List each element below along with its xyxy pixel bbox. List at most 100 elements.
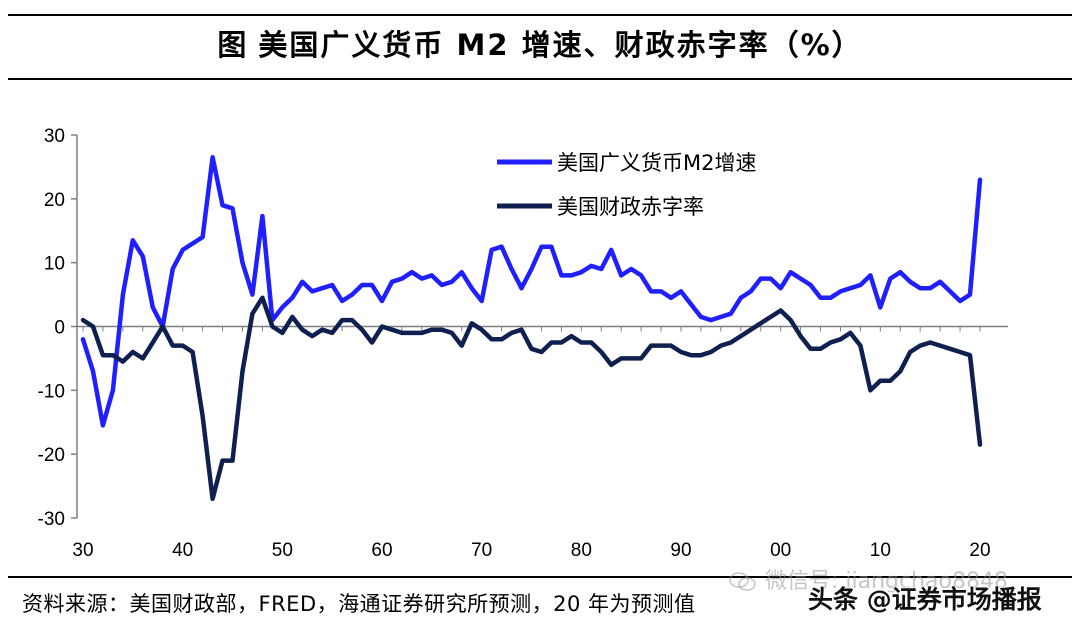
data-point [310,334,314,338]
data-point [181,248,185,252]
chart-axes: 30 20 10 0 -10 -20 -30 30 40 50 60 70 80 90 00 10 20 [38,126,1008,561]
data-point [370,283,374,287]
data-point [769,315,773,319]
data-point [798,334,802,338]
x-tick-label: 30 [72,540,93,561]
data-point [709,318,713,322]
data-point [888,276,892,280]
data-point [220,458,224,462]
data-point [280,331,284,335]
data-point [898,369,902,373]
data-point [639,273,643,277]
data-point [878,305,882,309]
data-point [629,356,633,360]
data-point [958,350,962,354]
data-point [320,286,324,290]
data-point [679,289,683,293]
data-point [828,296,832,300]
series-line-deficit [80,295,983,502]
data-point [619,273,623,277]
data-point [908,350,912,354]
data-point [569,334,573,338]
data-point [470,321,474,325]
data-point [141,356,145,360]
data-point [131,238,135,242]
data-point [848,331,852,335]
data-point [699,353,703,357]
data-point [200,235,204,239]
data-point [679,350,683,354]
data-point [440,328,444,332]
data-point [559,273,563,277]
data-point [121,359,125,363]
data-point [450,331,454,335]
data-point [759,276,763,280]
y-tick-label: 10 [44,254,65,275]
data-point [489,337,493,341]
data-point [719,343,723,347]
data-point [878,379,882,383]
data-point [390,280,394,284]
data-point [609,363,613,367]
data-point [788,318,792,322]
data-point [121,292,125,296]
data-point [420,331,424,335]
x-tick-label: 70 [471,540,492,561]
data-point [609,248,613,252]
data-point [779,308,783,312]
data-point [519,286,523,290]
data-point [410,270,414,274]
data-point [430,328,434,332]
wechat-id: 微信号: jiangchao8848 [765,569,1008,594]
data-point [450,280,454,284]
data-point [360,283,364,287]
data-point [250,312,254,316]
top-rule [8,14,1072,16]
data-point [798,276,802,280]
y-tick-label: -20 [38,445,65,466]
data-point [509,267,513,271]
data-point [460,270,464,274]
data-point [569,273,573,277]
data-point [938,343,942,347]
data-point [480,299,484,303]
data-point [141,254,145,258]
data-point [81,318,85,322]
x-tick-label: 00 [770,540,791,561]
data-point [380,324,384,328]
data-point [549,245,553,249]
data-point [948,347,952,351]
data-point [410,331,414,335]
data-point [260,214,264,218]
data-point [181,343,185,347]
data-point [968,292,972,296]
x-tick-label: 90 [670,540,691,561]
data-point [539,245,543,249]
data-point [480,328,484,332]
data-point [858,343,862,347]
data-point [759,321,763,325]
data-point [689,302,693,306]
data-point [529,267,533,271]
y-tick-label: -10 [38,381,65,402]
brand-watermark: 头条 @证券市场播报 [808,585,1042,614]
data-point [579,340,583,344]
source-note: 资料来源：美国财政部，FRED，海通证券研究所预测，20 年为预测值 [22,592,696,616]
chart-title: 图美国广义货币 M2 增速、财政赤字率（%） [0,22,1080,64]
data-point [629,267,633,271]
data-point [709,350,713,354]
data-point [509,331,513,335]
data-point [978,442,982,446]
data-point [918,286,922,290]
data-point [240,369,244,373]
data-point [838,337,842,341]
data-point [858,283,862,287]
data-point [430,273,434,277]
data-point [200,414,204,418]
data-point [330,331,334,335]
series-line-m2 [80,155,983,428]
data-point [539,350,543,354]
data-point [330,283,334,287]
data-point [499,337,503,341]
data-point [619,356,623,360]
